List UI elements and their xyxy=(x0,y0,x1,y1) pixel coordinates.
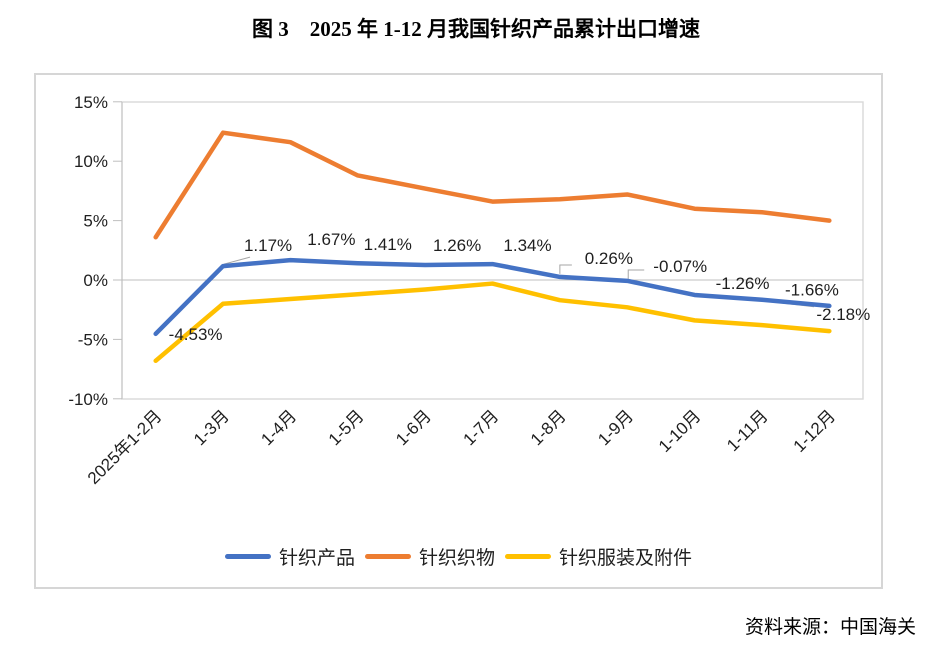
series-line-0 xyxy=(153,257,832,337)
data-label: -4.53% xyxy=(169,325,223,344)
x-axis-label: 1-5月 xyxy=(325,406,368,449)
legend-item-knitted-apparel: 针织服装及附件 xyxy=(505,543,692,570)
label-leader-line xyxy=(223,256,251,265)
legend-item-knitted-fabrics: 针织织物 xyxy=(364,543,495,570)
legend-line-sample-icon xyxy=(224,554,271,559)
x-axis-label: 1-7月 xyxy=(459,406,502,449)
y-axis-label: 5% xyxy=(83,212,108,231)
legend-item-knitted-products: 针织产品 xyxy=(224,543,355,570)
chart-legend: 针织产品 针织织物 针织服装及附件 xyxy=(36,543,881,570)
data-label: -1.26% xyxy=(716,274,770,293)
legend-label: 针织产品 xyxy=(278,548,355,569)
source-note: 资料来源：中国海关 xyxy=(744,617,916,638)
x-axis-label: 1-3月 xyxy=(190,406,233,449)
legend-line-sample-icon xyxy=(505,554,551,559)
page-title: 图 3 2025 年 1-12 月我国针织产品累计出口增速 xyxy=(252,17,700,41)
plot-border xyxy=(121,101,864,400)
label-leader-line xyxy=(627,269,645,279)
data-label: 1.26% xyxy=(433,236,481,255)
data-label: -0.07% xyxy=(653,257,707,276)
data-label: 1.34% xyxy=(503,236,551,255)
data-label: 0.26% xyxy=(585,249,633,268)
legend-label: 针织织物 xyxy=(418,548,495,569)
data-label: 1.41% xyxy=(364,235,412,254)
series-line-1 xyxy=(153,130,832,240)
chart-area: 15% 10% 5% 0% -5% -10% 2025年1-2月 1-3月 1-4月 1-5月 1-… xyxy=(34,73,883,589)
data-label: -1.66% xyxy=(785,281,839,300)
x-axis-label: 1-9月 xyxy=(594,406,637,449)
x-axis-label: 1-12月 xyxy=(790,406,840,456)
label-leader-line xyxy=(559,264,572,274)
y-axis-label: -10% xyxy=(68,390,108,409)
x-axis-label: 1-8月 xyxy=(527,406,570,449)
x-axis-label: 2025年1-2月 xyxy=(84,406,166,488)
x-axis-label: 1-11月 xyxy=(723,406,772,455)
y-axis-label: 0% xyxy=(83,271,108,290)
data-label: 1.17% xyxy=(244,236,292,255)
data-label: -2.18% xyxy=(816,305,870,324)
x-axis-label: 1-10月 xyxy=(655,406,705,456)
line-chart: 15% 10% 5% 0% -5% -10%2025年1-2月 1-3月 1-4月 1-5月 1-… xyxy=(68,93,870,488)
series-line-2 xyxy=(153,281,832,364)
x-axis-label: 1-6月 xyxy=(392,406,435,449)
x-axis-label: 1-4月 xyxy=(257,406,300,449)
legend-label: 针织服装及附件 xyxy=(559,548,693,569)
y-axis-label: 15% xyxy=(74,93,108,112)
data-label: 1.67% xyxy=(307,230,355,249)
y-axis-label: 10% xyxy=(74,152,108,171)
legend-line-sample-icon xyxy=(364,554,411,559)
y-axis-label: -5% xyxy=(78,330,108,349)
